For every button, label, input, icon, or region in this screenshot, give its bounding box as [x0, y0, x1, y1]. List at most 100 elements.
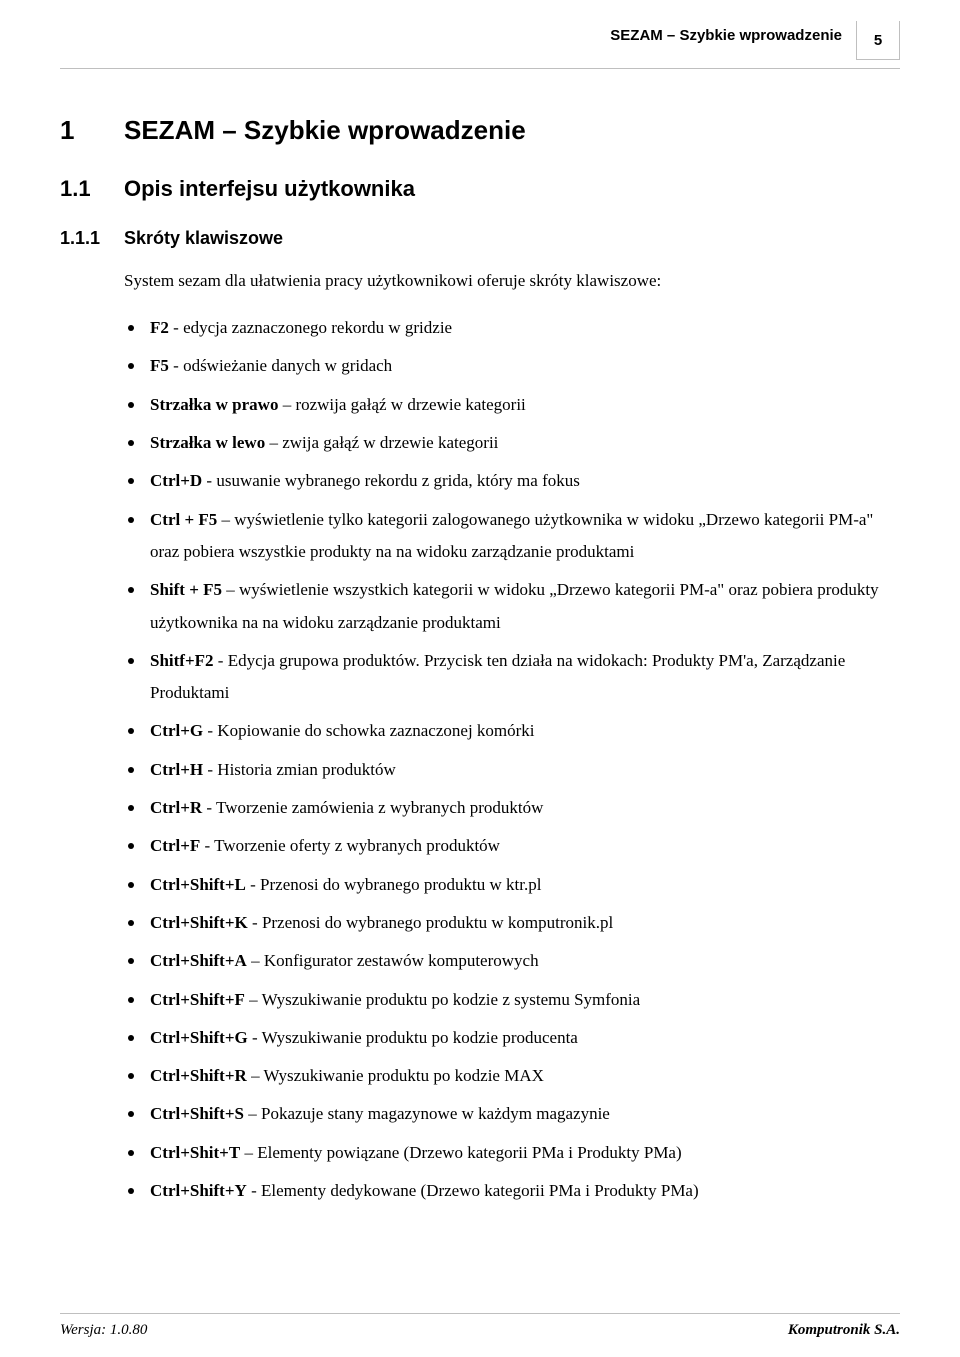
heading-3-text: Skróty klawiszowe [124, 228, 283, 249]
heading-1: 1 SEZAM – Szybkie wprowadzenie [60, 115, 900, 146]
shortcut-key: Ctrl+Shift+G [150, 1028, 248, 1047]
shortcut-key: Ctrl + F5 [150, 510, 217, 529]
page: SEZAM – Szybkie wprowadzenie 5 1 SEZAM –… [0, 0, 960, 1357]
shortcut-item: Ctrl+Shift+R – Wyszukiwanie produktu po … [124, 1060, 900, 1092]
shortcut-item: Ctrl+Shift+A – Konfigurator zestawów kom… [124, 945, 900, 977]
shortcut-description: odświeżanie danych w gridach [183, 356, 392, 375]
heading-1-number: 1 [60, 115, 124, 146]
shortcut-description: Przenosi do wybranego produktu w ktr.pl [260, 875, 541, 894]
shortcut-key: Shift + F5 [150, 580, 222, 599]
shortcut-key: Ctrl+Shift+K [150, 913, 248, 932]
header-title: SEZAM – Szybkie wprowadzenie [610, 22, 842, 50]
shortcut-key: Strzałka w lewo [150, 433, 265, 452]
shortcut-description: Wyszukiwanie produktu po kodzie MAX [264, 1066, 544, 1085]
shortcut-description: Wyszukiwanie produktu po kodzie z system… [262, 990, 641, 1009]
shortcut-separator: – [244, 1104, 261, 1123]
shortcut-separator: - [202, 471, 216, 490]
shortcut-description: Konfigurator zestawów komputerowych [264, 951, 539, 970]
shortcut-description: Edycja grupowa produktów. Przycisk ten d… [150, 651, 845, 702]
shortcut-separator: – [278, 395, 295, 414]
footer-version: Wersja: 1.0.80 [60, 1322, 147, 1339]
shortcut-description: wyświetlenie tylko kategorii zalogowaneg… [150, 510, 873, 561]
shortcut-separator: - [247, 1181, 261, 1200]
header-right: SEZAM – Szybkie wprowadzenie 5 [610, 22, 900, 60]
shortcut-item: Ctrl+Shift+F – Wyszukiwanie produktu po … [124, 984, 900, 1016]
shortcut-item: Ctrl+G - Kopiowanie do schowka zaznaczon… [124, 715, 900, 747]
shortcut-description: edycja zaznaczonego rekordu w gridzie [183, 318, 452, 337]
shortcut-key: Ctrl+D [150, 471, 202, 490]
shortcut-item: Strzałka w prawo – rozwija gałąź w drzew… [124, 389, 900, 421]
footer-company: Komputronik S.A. [788, 1322, 900, 1339]
shortcut-key: Shitf+F2 [150, 651, 214, 670]
shortcut-item: Ctrl + F5 – wyświetlenie tylko kategorii… [124, 504, 900, 569]
shortcut-separator: - [169, 318, 183, 337]
shortcut-description: zwija gałąź w drzewie kategorii [282, 433, 498, 452]
shortcut-key: Ctrl+F [150, 836, 200, 855]
shortcut-item: Ctrl+Shit+T – Elementy powiązane (Drzewo… [124, 1137, 900, 1169]
shortcut-item: Ctrl+Shift+S – Pokazuje stany magazynowe… [124, 1098, 900, 1130]
shortcut-description: Tworzenie zamówienia z wybranych produkt… [216, 798, 543, 817]
shortcut-key: Ctrl+Shift+Y [150, 1181, 247, 1200]
shortcut-separator: – [245, 990, 262, 1009]
shortcut-item: Shitf+F2 - Edycja grupowa produktów. Prz… [124, 645, 900, 710]
shortcut-item: Ctrl+Shift+K - Przenosi do wybranego pro… [124, 907, 900, 939]
shortcut-separator: – [240, 1143, 257, 1162]
shortcut-separator: - [203, 760, 217, 779]
heading-2-number: 1.1 [60, 176, 124, 202]
heading-3: 1.1.1 Skróty klawiszowe [60, 228, 900, 249]
shortcut-separator: – [217, 510, 234, 529]
shortcut-description: Historia zmian produktów [217, 760, 395, 779]
shortcut-separator: – [265, 433, 282, 452]
shortcut-description: usuwanie wybranego rekordu z grida, któr… [216, 471, 580, 490]
shortcut-separator: - [248, 913, 262, 932]
shortcut-description: Wyszukiwanie produktu po kodzie producen… [262, 1028, 578, 1047]
intro-paragraph: System sezam dla ułatwienia pracy użytko… [124, 267, 900, 294]
shortcut-list: F2 - edycja zaznaczonego rekordu w gridz… [124, 312, 900, 1207]
shortcut-item: Ctrl+D - usuwanie wybranego rekordu z gr… [124, 465, 900, 497]
heading-3-number: 1.1.1 [60, 228, 124, 249]
page-number: 5 [856, 21, 900, 60]
shortcut-description: Pokazuje stany magazynowe w każdym magaz… [261, 1104, 610, 1123]
content: 1 SEZAM – Szybkie wprowadzenie 1.1 Opis … [60, 69, 900, 1207]
shortcut-separator: - [203, 721, 217, 740]
shortcut-separator: - [246, 875, 260, 894]
shortcut-key: Ctrl+Shift+A [150, 951, 247, 970]
shortcut-separator: - [214, 651, 228, 670]
shortcut-item: Ctrl+Shift+L - Przenosi do wybranego pro… [124, 869, 900, 901]
shortcut-key: Ctrl+Shift+S [150, 1104, 244, 1123]
shortcut-key: Ctrl+Shift+R [150, 1066, 247, 1085]
shortcut-description: Kopiowanie do schowka zaznaczonej komórk… [217, 721, 534, 740]
shortcut-description: Tworzenie oferty z wybranych produktów [214, 836, 500, 855]
page-header: SEZAM – Szybkie wprowadzenie 5 [60, 28, 900, 69]
shortcut-item: Ctrl+Shift+G - Wyszukiwanie produktu po … [124, 1022, 900, 1054]
shortcut-item: Ctrl+Shift+Y - Elementy dedykowane (Drze… [124, 1175, 900, 1207]
shortcut-key: Ctrl+R [150, 798, 202, 817]
shortcut-description: Elementy powiązane (Drzewo kategorii PMa… [257, 1143, 681, 1162]
shortcut-item: Ctrl+F - Tworzenie oferty z wybranych pr… [124, 830, 900, 862]
shortcut-item: F2 - edycja zaznaczonego rekordu w gridz… [124, 312, 900, 344]
shortcut-item: Strzałka w lewo – zwija gałąź w drzewie … [124, 427, 900, 459]
shortcut-separator: – [247, 1066, 264, 1085]
shortcut-key: Ctrl+Shift+F [150, 990, 245, 1009]
shortcut-description: rozwija gałąź w drzewie kategorii [295, 395, 525, 414]
shortcut-item: Ctrl+H - Historia zmian produktów [124, 754, 900, 786]
shortcut-key: F5 [150, 356, 169, 375]
shortcut-separator: - [169, 356, 183, 375]
page-footer: Wersja: 1.0.80 Komputronik S.A. [60, 1313, 900, 1339]
shortcut-key: Ctrl+H [150, 760, 203, 779]
shortcut-item: Shift + F5 – wyświetlenie wszystkich kat… [124, 574, 900, 639]
shortcut-separator: – [247, 951, 264, 970]
shortcut-key: Ctrl+Shit+T [150, 1143, 240, 1162]
shortcut-separator: - [248, 1028, 262, 1047]
shortcut-separator: - [202, 798, 216, 817]
shortcut-item: Ctrl+R - Tworzenie zamówienia z wybranyc… [124, 792, 900, 824]
heading-2-text: Opis interfejsu użytkownika [124, 176, 415, 202]
shortcut-description: Przenosi do wybranego produktu w komputr… [262, 913, 613, 932]
shortcut-key: Ctrl+G [150, 721, 203, 740]
shortcut-item: F5 - odświeżanie danych w gridach [124, 350, 900, 382]
heading-1-text: SEZAM – Szybkie wprowadzenie [124, 115, 526, 146]
shortcut-key: F2 [150, 318, 169, 337]
shortcut-key: Ctrl+Shift+L [150, 875, 246, 894]
shortcut-description: Elementy dedykowane (Drzewo kategorii PM… [261, 1181, 699, 1200]
shortcut-description: wyświetlenie wszystkich kategorii w wido… [150, 580, 879, 631]
